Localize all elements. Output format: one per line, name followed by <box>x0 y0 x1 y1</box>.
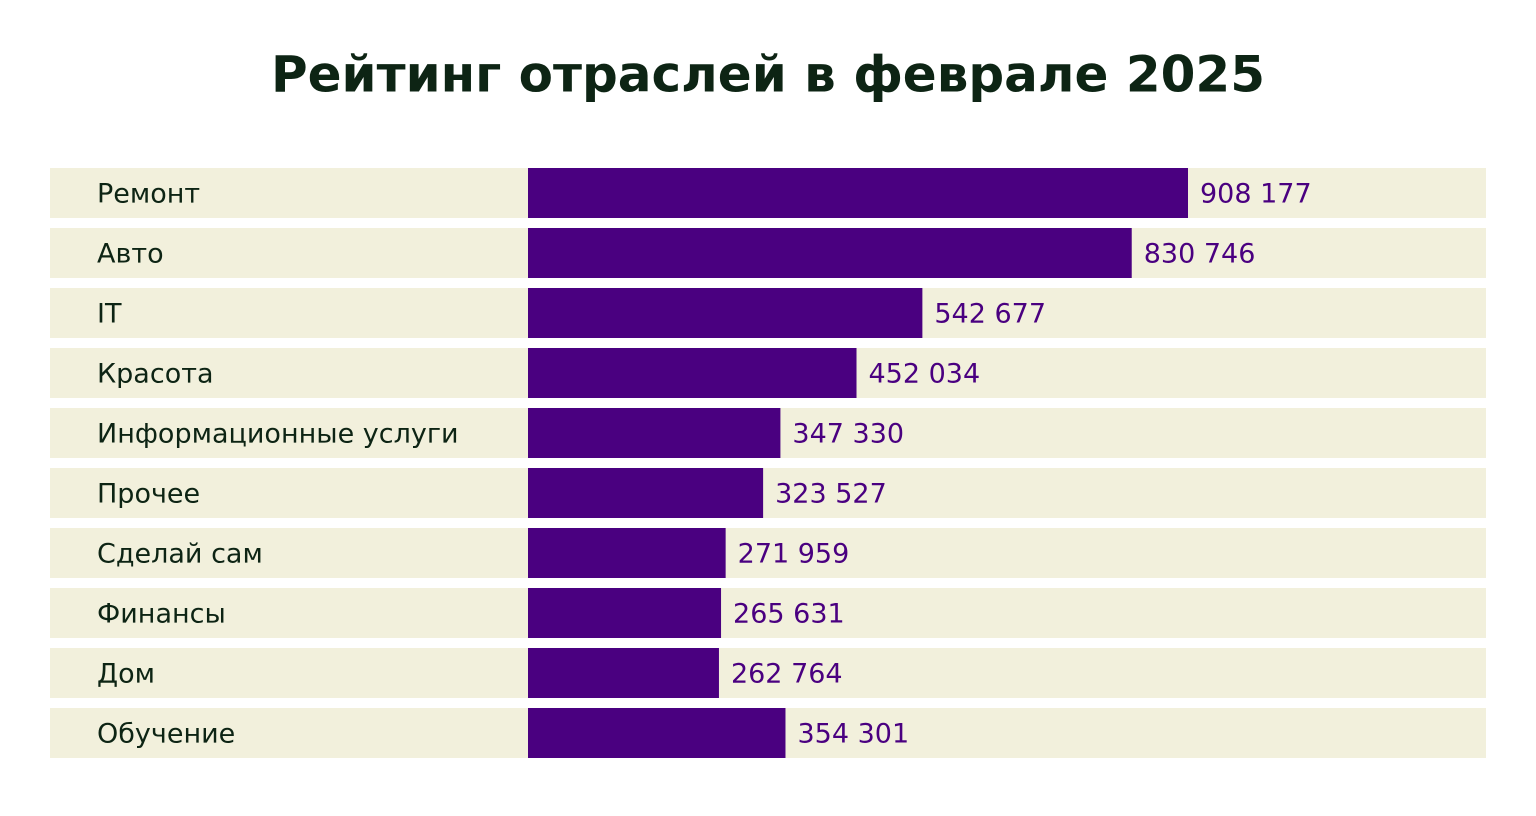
bar <box>528 288 923 338</box>
category-label: Информационные услуги <box>97 419 459 450</box>
value-label: 347 330 <box>792 419 904 450</box>
category-label: IT <box>97 299 122 330</box>
value-label: 452 034 <box>869 359 981 390</box>
category-label: Красота <box>97 359 214 390</box>
category-label: Ремонт <box>97 179 200 210</box>
value-label: 262 764 <box>731 659 843 690</box>
bar <box>528 348 857 398</box>
bar <box>528 528 726 578</box>
row-background <box>50 648 1486 698</box>
bar <box>528 408 781 458</box>
category-label: Дом <box>97 659 155 690</box>
value-label: 908 177 <box>1200 179 1312 210</box>
category-label: Сделай сам <box>97 539 263 570</box>
value-label: 354 301 <box>797 719 909 750</box>
value-label: 323 527 <box>775 479 887 510</box>
category-label: Авто <box>97 239 164 270</box>
bar <box>528 168 1188 218</box>
bar <box>528 588 722 638</box>
value-label: 271 959 <box>738 539 850 570</box>
category-label: Прочее <box>97 479 200 510</box>
category-label: Обучение <box>97 719 235 750</box>
value-label: 542 677 <box>934 299 1046 330</box>
row-background <box>50 468 1486 518</box>
row-background <box>50 588 1486 638</box>
bar <box>528 228 1132 278</box>
value-label: 830 746 <box>1144 239 1256 270</box>
value-label: 265 631 <box>733 599 845 630</box>
bar <box>528 468 764 518</box>
chart-title: Рейтинг отраслей в феврале 2025 <box>271 46 1265 104</box>
category-label: Финансы <box>97 599 226 630</box>
row-background <box>50 528 1486 578</box>
bar <box>528 648 719 698</box>
bar <box>528 708 786 758</box>
